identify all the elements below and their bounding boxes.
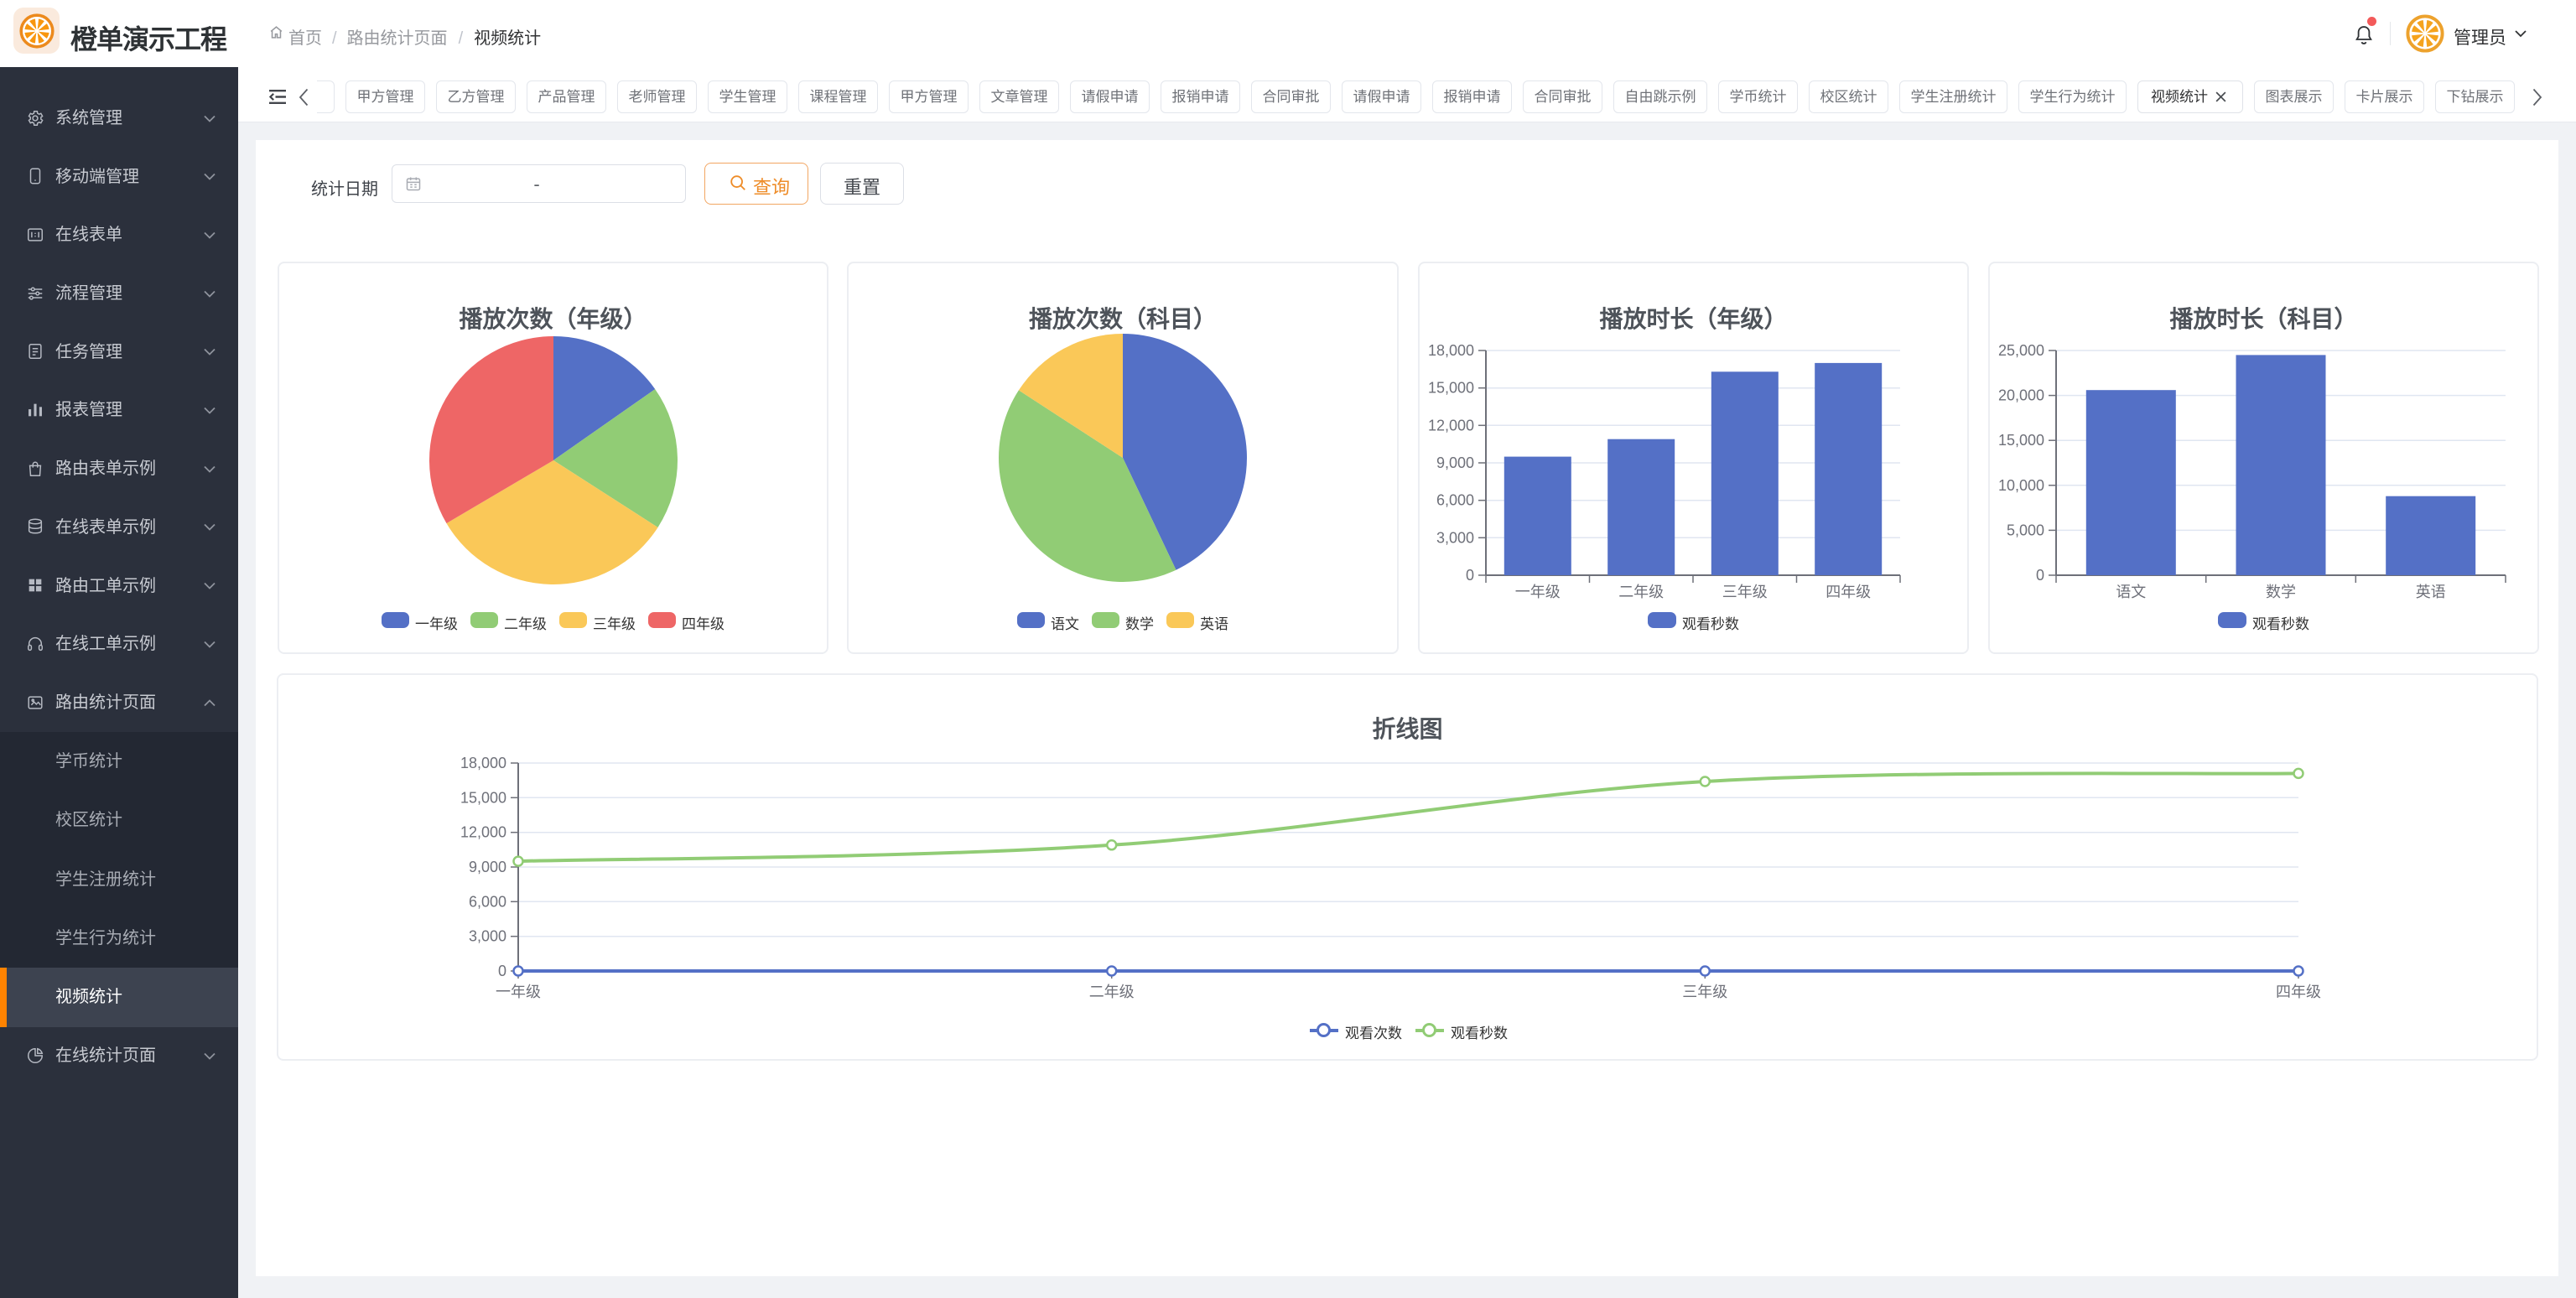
svg-text:四年级: 四年级 — [1826, 584, 1871, 600]
svg-text:0: 0 — [2036, 567, 2044, 584]
svg-text:一年级: 一年级 — [1515, 584, 1561, 600]
svg-text:15,000: 15,000 — [1998, 432, 2044, 449]
svg-text:英语: 英语 — [2416, 584, 2446, 600]
svg-text:12,000: 12,000 — [460, 824, 506, 841]
svg-text:20,000: 20,000 — [1998, 387, 2044, 404]
svg-text:25,000: 25,000 — [1998, 342, 2044, 359]
svg-text:0: 0 — [498, 963, 506, 979]
svg-text:三年级: 三年级 — [1722, 584, 1768, 600]
svg-text:3,000: 3,000 — [1436, 529, 1474, 546]
svg-text:数学: 数学 — [2266, 584, 2296, 600]
svg-text:10,000: 10,000 — [1998, 477, 2044, 494]
svg-text:5,000: 5,000 — [2007, 522, 2044, 538]
svg-text:四年级: 四年级 — [2276, 984, 2321, 1000]
svg-text:3,000: 3,000 — [469, 928, 506, 945]
svg-text:二年级: 二年级 — [1618, 584, 1664, 600]
svg-text:三年级: 三年级 — [1682, 984, 1727, 1000]
svg-text:6,000: 6,000 — [469, 893, 506, 910]
svg-text:6,000: 6,000 — [1436, 492, 1474, 509]
svg-text:15,000: 15,000 — [1428, 380, 1474, 397]
svg-text:15,000: 15,000 — [460, 789, 506, 806]
svg-text:一年级: 一年级 — [496, 984, 541, 1000]
svg-text:18,000: 18,000 — [460, 755, 506, 771]
svg-text:0: 0 — [1466, 567, 1474, 584]
svg-text:语文: 语文 — [2116, 584, 2146, 600]
svg-text:18,000: 18,000 — [1428, 342, 1474, 359]
svg-text:二年级: 二年级 — [1089, 984, 1135, 1000]
svg-text:9,000: 9,000 — [1436, 454, 1474, 471]
svg-text:12,000: 12,000 — [1428, 417, 1474, 434]
svg-text:9,000: 9,000 — [469, 859, 506, 875]
